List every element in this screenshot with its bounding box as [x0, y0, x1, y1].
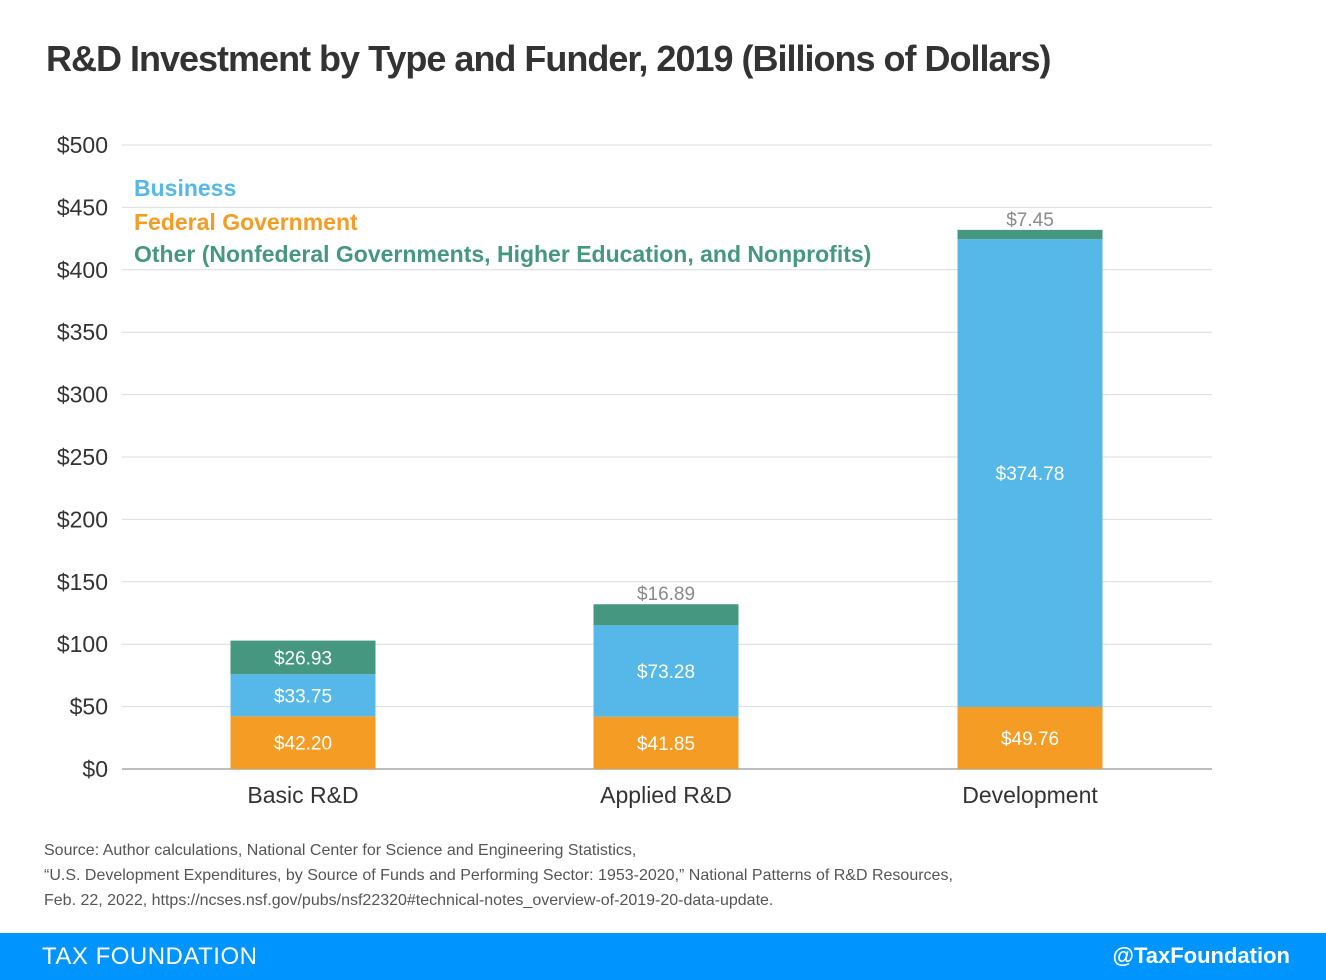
legend: Business Federal Government Other (Nonfede… [134, 175, 871, 267]
footer-handle[interactable]: @TaxFoundation [1112, 943, 1290, 968]
y-tick-label: $450 [57, 194, 108, 220]
data-label: $41.85 [637, 734, 695, 755]
bar-segment [957, 239, 1103, 707]
y-tick-label: $0 [82, 756, 108, 782]
x-tick-label: Development [962, 782, 1098, 808]
legend-item: Federal Government [134, 209, 358, 235]
source-line: “U.S. Development Expenditures, by Sourc… [44, 867, 953, 884]
source-line: Feb. 22, 2022, https://ncses.nsf.gov/pub… [44, 892, 774, 909]
bar-segment [957, 229, 1103, 240]
bar-segment [230, 716, 376, 769]
bars: $42.20 $33.75 $26.93 $41.85 $73.28 $16.89 $49.… [230, 210, 1103, 769]
x-tick-label: Applied R&D [600, 782, 732, 808]
x-axis-labels: Basic R&D Applied R&D Development [247, 782, 1098, 808]
data-label: $16.89 [637, 584, 695, 605]
data-label: $26.93 [274, 648, 332, 669]
y-axis-ticks: $0 $50 $100 $150 $200 $250 $300 $350 $400 $450 $50… [57, 132, 108, 782]
bar-segment [230, 640, 376, 675]
data-label: $33.75 [274, 686, 332, 707]
y-tick-label: $500 [57, 132, 108, 158]
legend-item: Other (Nonfederal Governments, Higher Ed… [134, 241, 871, 267]
y-tick-label: $150 [57, 569, 108, 595]
bar-segment [957, 706, 1103, 769]
y-tick-label: $250 [57, 444, 108, 470]
data-label: $374.78 [996, 464, 1065, 485]
data-label: $73.28 [637, 662, 695, 683]
bar-segment [593, 625, 739, 717]
y-tick-label: $100 [57, 631, 108, 657]
footer-brand: TAX FOUNDATION [42, 943, 258, 970]
data-label: $49.76 [1001, 729, 1059, 750]
bar-segment [230, 674, 376, 717]
bar-segment [593, 604, 739, 626]
data-label: $7.45 [1006, 210, 1054, 231]
y-tick-label: $200 [57, 506, 108, 532]
y-tick-label: $400 [57, 257, 108, 283]
y-tick-label: $300 [57, 382, 108, 408]
footer-bar: TAX FOUNDATION @TaxFoundation [0, 933, 1326, 980]
chart-title: R&D Investment by Type and Funder, 2019 … [46, 38, 1052, 79]
bar-segment [593, 716, 739, 769]
source-note: Source: Author calculations, National Ce… [44, 838, 1144, 913]
x-tick-label: Basic R&D [247, 782, 358, 808]
y-tick-label: $50 [70, 694, 108, 720]
data-label: $42.20 [274, 734, 332, 755]
legend-item: Business [134, 175, 236, 201]
source-line: Source: Author calculations, National Ce… [44, 842, 637, 859]
y-tick-label: $350 [57, 319, 108, 345]
stacked-bar-chart: $0 $50 $100 $150 $200 $250 $300 $350 $400 $450 $50… [57, 132, 1212, 808]
